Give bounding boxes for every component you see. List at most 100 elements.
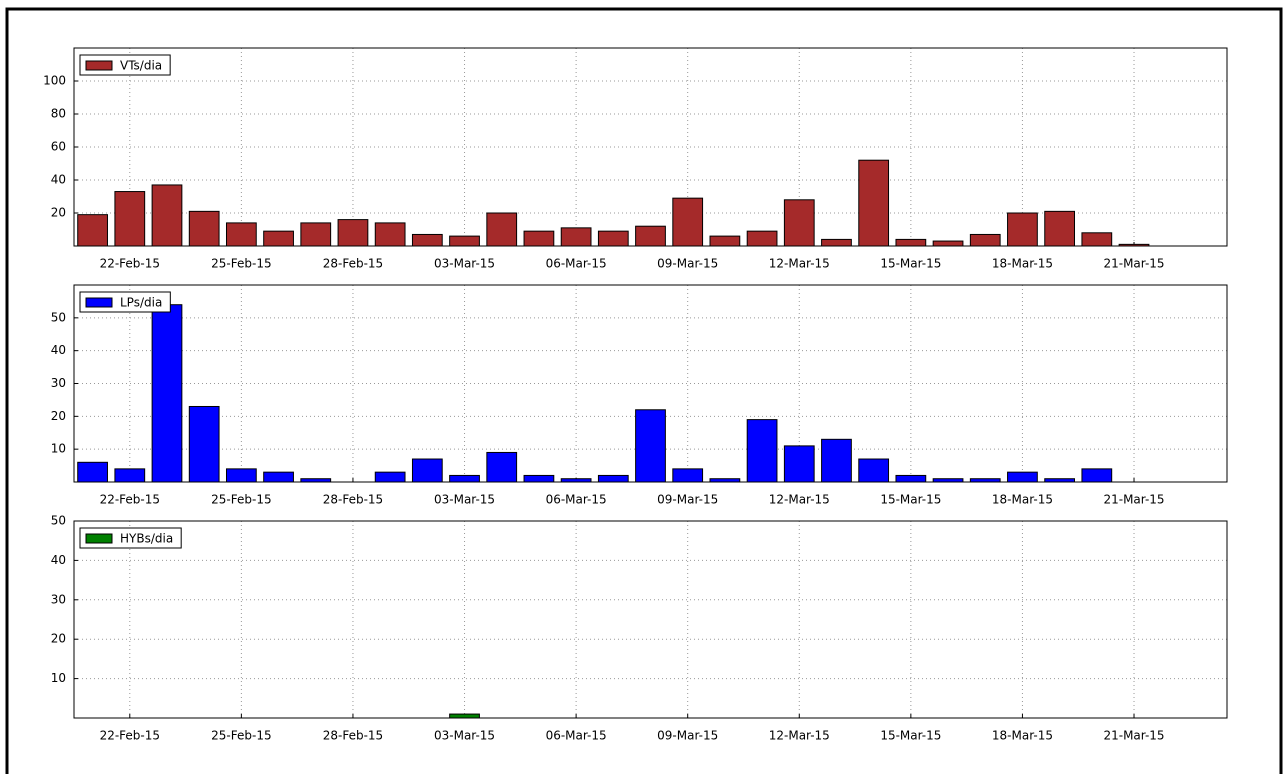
x-tick-label: 06-Mar-15 [546, 257, 607, 271]
y-tick-label: 50 [51, 310, 66, 324]
page-frame [5, 7, 1283, 774]
bar [337, 219, 369, 247]
y-tick-label: 40 [51, 173, 66, 187]
legend-swatch [85, 533, 113, 544]
bar [486, 212, 518, 247]
plot-frame [73, 47, 1228, 247]
bar [449, 713, 480, 719]
bar [709, 235, 741, 247]
bar [1007, 212, 1038, 247]
x-tick-label: 06-Mar-15 [546, 729, 607, 743]
bar [486, 451, 518, 483]
plot-frame [73, 520, 1228, 719]
bar [77, 214, 108, 247]
bar [783, 199, 815, 247]
bar [746, 419, 778, 483]
x-tick-label: 15-Mar-15 [880, 493, 941, 507]
bar [560, 227, 592, 247]
x-tick-label: 09-Mar-15 [657, 729, 718, 743]
y-tick-label: 10 [51, 442, 66, 456]
bar [597, 230, 629, 247]
y-tick-label: 10 [51, 671, 66, 685]
y-tick-label: 20 [51, 409, 66, 423]
plot-frame [73, 284, 1228, 483]
bar [1081, 468, 1113, 483]
bar [635, 225, 666, 247]
x-tick-label: 25-Feb-15 [211, 493, 271, 507]
legend-label: LPs/dia [120, 296, 162, 310]
x-tick-label: 25-Feb-15 [211, 729, 271, 743]
bar [1044, 210, 1076, 247]
bar [374, 222, 406, 247]
bar [188, 405, 220, 483]
x-tick-label: 28-Feb-15 [323, 729, 383, 743]
bar [114, 191, 146, 247]
bar [77, 461, 108, 483]
x-tick-label: 25-Feb-15 [211, 257, 271, 271]
x-tick-label: 03-Mar-15 [434, 257, 495, 271]
y-tick-label: 80 [51, 107, 66, 121]
x-tick-label: 21-Mar-15 [1103, 493, 1164, 507]
bar [597, 474, 629, 483]
bar [672, 468, 704, 483]
x-tick-label: 22-Feb-15 [100, 729, 160, 743]
x-tick-label: 18-Mar-15 [992, 729, 1053, 743]
bar [188, 210, 220, 247]
x-tick-label: 03-Mar-15 [434, 493, 495, 507]
x-tick-label: 28-Feb-15 [323, 257, 383, 271]
bar [263, 471, 294, 483]
y-tick-label: 60 [51, 140, 66, 154]
x-tick-label: 09-Mar-15 [657, 493, 718, 507]
x-tick-label: 28-Feb-15 [323, 493, 383, 507]
y-tick-label: 100 [43, 74, 66, 88]
bar [225, 222, 257, 247]
x-tick-label: 09-Mar-15 [657, 257, 718, 271]
y-tick-label: 30 [51, 592, 66, 606]
bar [858, 458, 890, 483]
bar [151, 184, 183, 247]
bar [672, 197, 704, 247]
x-tick-label: 12-Mar-15 [769, 257, 830, 271]
bar [411, 458, 443, 483]
x-tick-label: 18-Mar-15 [992, 493, 1053, 507]
bar [523, 474, 555, 483]
y-tick-label: 30 [51, 376, 66, 390]
bar [449, 235, 480, 247]
bar [374, 471, 406, 483]
bar [783, 445, 815, 483]
y-tick-label: 50 [51, 514, 66, 528]
x-tick-label: 12-Mar-15 [769, 729, 830, 743]
bar [523, 230, 555, 247]
x-tick-label: 12-Mar-15 [769, 493, 830, 507]
x-tick-label: 15-Mar-15 [880, 257, 941, 271]
bar [449, 474, 480, 483]
legend-swatch [85, 297, 113, 308]
x-tick-label: 18-Mar-15 [992, 257, 1053, 271]
x-tick-label: 21-Mar-15 [1103, 257, 1164, 271]
bar [151, 304, 183, 483]
bar [1007, 471, 1038, 483]
bar [858, 159, 890, 247]
bar [746, 230, 778, 247]
y-tick-label: 40 [51, 553, 66, 567]
x-tick-label: 22-Feb-15 [100, 257, 160, 271]
bar [895, 474, 927, 483]
bar [300, 222, 332, 247]
y-tick-label: 20 [51, 632, 66, 646]
bar [969, 233, 1001, 247]
bar [895, 238, 927, 247]
y-tick-label: 40 [51, 343, 66, 357]
bar [821, 438, 852, 483]
bar [635, 409, 666, 483]
x-tick-label: 15-Mar-15 [880, 729, 941, 743]
bar [932, 240, 964, 247]
legend-label: HYBs/dia [120, 532, 173, 546]
bar [225, 468, 257, 483]
legend-label: VTs/dia [120, 59, 162, 73]
bar [263, 230, 294, 247]
x-tick-label: 21-Mar-15 [1103, 729, 1164, 743]
bar [821, 238, 852, 247]
bar [1081, 232, 1113, 247]
x-tick-label: 03-Mar-15 [434, 729, 495, 743]
